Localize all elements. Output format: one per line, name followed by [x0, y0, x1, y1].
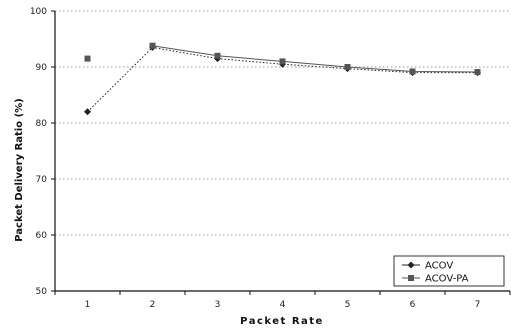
data-point-acov-pa-7: [474, 69, 481, 76]
y-tick-label-1: 60: [36, 231, 48, 241]
legend-items: ACOV ACOV-PA: [402, 261, 469, 285]
data-point-acov-pa-6: [409, 68, 416, 75]
grid-lines: [55, 10, 510, 236]
axes: [54, 11, 510, 292]
y-tick-label-2: 70: [36, 175, 48, 185]
legend-marker-acov-pa: [408, 275, 414, 281]
legend-label-acov: ACOV: [425, 261, 453, 272]
data-series: [84, 42, 481, 116]
x-tick-label-1: 2: [150, 300, 156, 310]
y-axis-title: Packet Delivery Ratio (%): [14, 98, 25, 242]
x-tick-label-4: 5: [345, 300, 351, 310]
series-line-acov: [87, 46, 478, 113]
x-tick-label-0: 1: [85, 300, 91, 310]
legend: ACOV ACOV-PA: [393, 255, 505, 287]
y-tick-label-0: 50: [36, 287, 48, 297]
tick-labels: 50 60 70 80 90 100 1 2 3 4 5 6 7: [30, 7, 511, 310]
y-tick-label-3: 80: [36, 119, 48, 129]
data-point-acov-pa-2: [149, 42, 156, 49]
y-tick-label-5: 100: [30, 7, 47, 17]
series-acov: [84, 43, 481, 116]
data-point-acov-pa-1: [84, 55, 91, 62]
x-tick-label-2: 3: [215, 300, 221, 310]
series-acov-pa: [84, 42, 481, 76]
x-axis-title: Packet Rate: [240, 316, 324, 327]
x-tick-label-3: 4: [280, 300, 286, 310]
data-point-acov-pa-3: [214, 52, 221, 59]
legend-label-acov-pa: ACOV-PA: [425, 274, 469, 285]
x-tick-label-5: 6: [410, 300, 416, 310]
data-point-acov-pa-5: [344, 64, 351, 70]
x-tick-label-6: 7: [475, 300, 481, 310]
legend-marker-acov: [407, 261, 415, 269]
y-tick-label-4: 90: [36, 63, 48, 73]
data-point-acov-pa-4: [279, 58, 286, 65]
series-line-acov-pa: [152, 45, 478, 73]
data-point-acov-1: [84, 108, 91, 116]
